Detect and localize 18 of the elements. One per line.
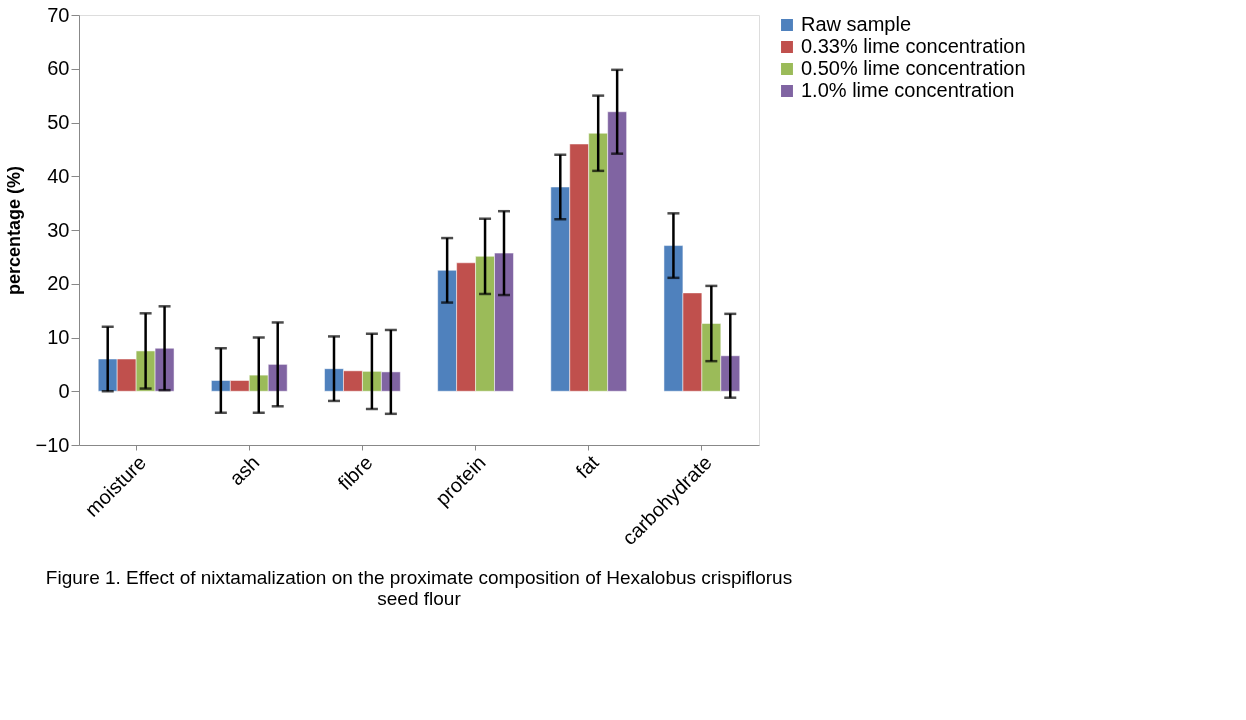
x-tick-label: ash xyxy=(225,451,264,490)
legend-label: 1.0% lime concentration xyxy=(801,79,1015,101)
y-tick-label: 70 xyxy=(47,3,70,26)
y-tick-label: 60 xyxy=(47,57,70,80)
y-tick-label: 30 xyxy=(47,218,70,241)
y-tick-label: 50 xyxy=(47,111,70,133)
y-axis-title: percentage (%) xyxy=(3,165,24,296)
y-tick-label: 40 xyxy=(47,164,70,187)
legend-label: 0.33% lime concentration xyxy=(801,35,1026,57)
caption: Figure 1. Effect of nixtamalization on the proximate composition of Hexalobus crispiflorus seed flour xyxy=(45,566,793,609)
legend-label: 0.50% lime concentration xyxy=(801,57,1026,79)
x-tick-label: fat xyxy=(571,450,604,483)
y-tick-label: 0 xyxy=(58,379,70,402)
legend-label: Raw sample xyxy=(801,13,912,35)
x-tick-label: fibre xyxy=(333,451,377,495)
y-tick-label: 10 xyxy=(47,326,70,348)
y-tick-label: 20 xyxy=(47,272,70,295)
y-tick-label: −10 xyxy=(35,433,70,456)
